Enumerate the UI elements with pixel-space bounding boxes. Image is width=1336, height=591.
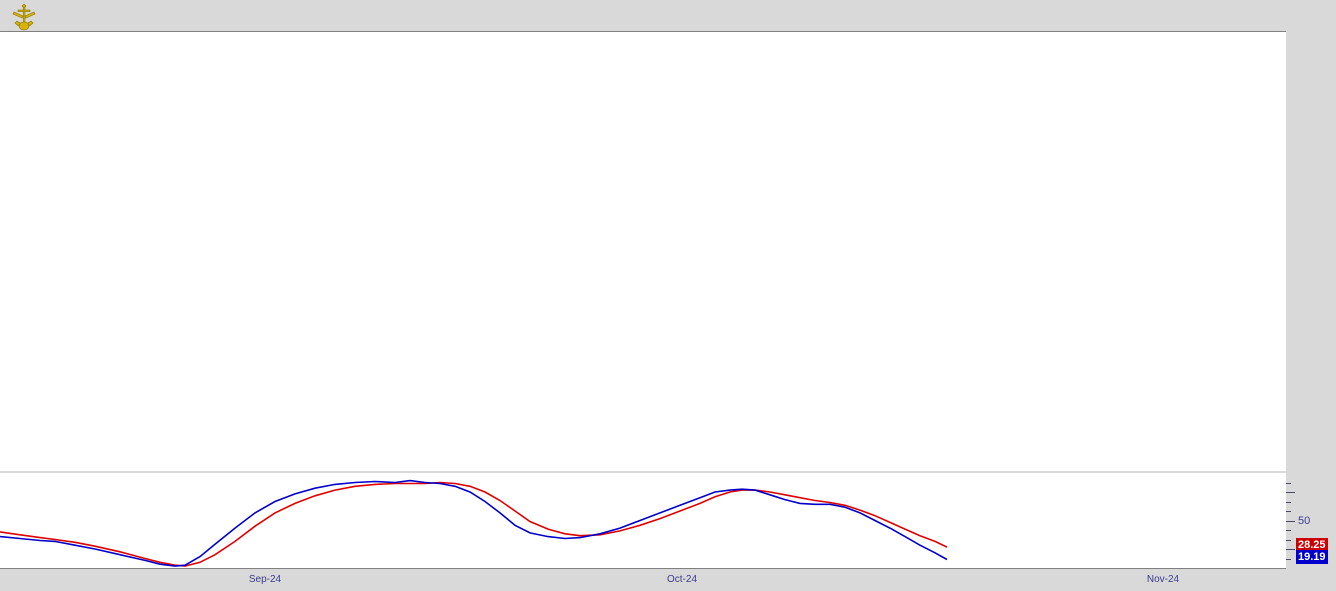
stochastic-axis-minor-tick — [1286, 558, 1291, 560]
date-axis-label: Nov-24 — [1146, 574, 1180, 585]
stochastic-axis-label: 50 — [1298, 514, 1311, 527]
stochastic-axis-minor-tick — [1286, 501, 1291, 503]
price-chart-panel[interactable] — [0, 31, 1286, 473]
genesis-anchor-logo-icon — [12, 3, 36, 31]
stochd-value-box: 28.25 — [1296, 538, 1328, 553]
stochastic-axis-tick — [1286, 520, 1295, 522]
axis-corner-bottom — [1286, 569, 1336, 591]
price-axis[interactable] — [1286, 31, 1336, 471]
stochastic-axis-tick — [1286, 549, 1295, 550]
stochastic-panel[interactable] — [0, 473, 1286, 569]
stochastic-axis-minor-tick — [1286, 482, 1291, 484]
stochastic-axis[interactable]: 50 28.25 19.19 — [1286, 473, 1336, 569]
stochastic-axis-minor-tick — [1286, 530, 1291, 531]
date-axis-label: Oct-24 — [666, 574, 698, 585]
stochk-value-box: 19.19 — [1296, 549, 1328, 564]
panel-divider — [0, 471, 1286, 473]
axis-corner — [1286, 0, 1336, 31]
stochastic-axis-minor-tick — [1286, 511, 1291, 512]
date-axis[interactable]: Sep-24 Oct-24 Nov-24 — [0, 569, 1286, 591]
stochastic-axis-tick — [1286, 492, 1295, 493]
stochastic-axis-minor-tick — [1286, 539, 1291, 541]
stochk-line — [0, 479, 948, 567]
stochastic-curves — [0, 479, 948, 567]
date-axis-label: Sep-24 — [248, 574, 282, 585]
chart-header — [0, 0, 1336, 31]
